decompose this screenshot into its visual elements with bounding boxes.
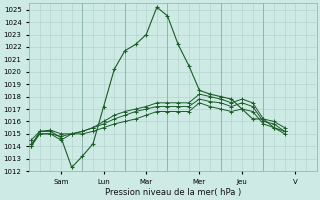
- X-axis label: Pression niveau de la mer( hPa ): Pression niveau de la mer( hPa ): [105, 188, 241, 197]
